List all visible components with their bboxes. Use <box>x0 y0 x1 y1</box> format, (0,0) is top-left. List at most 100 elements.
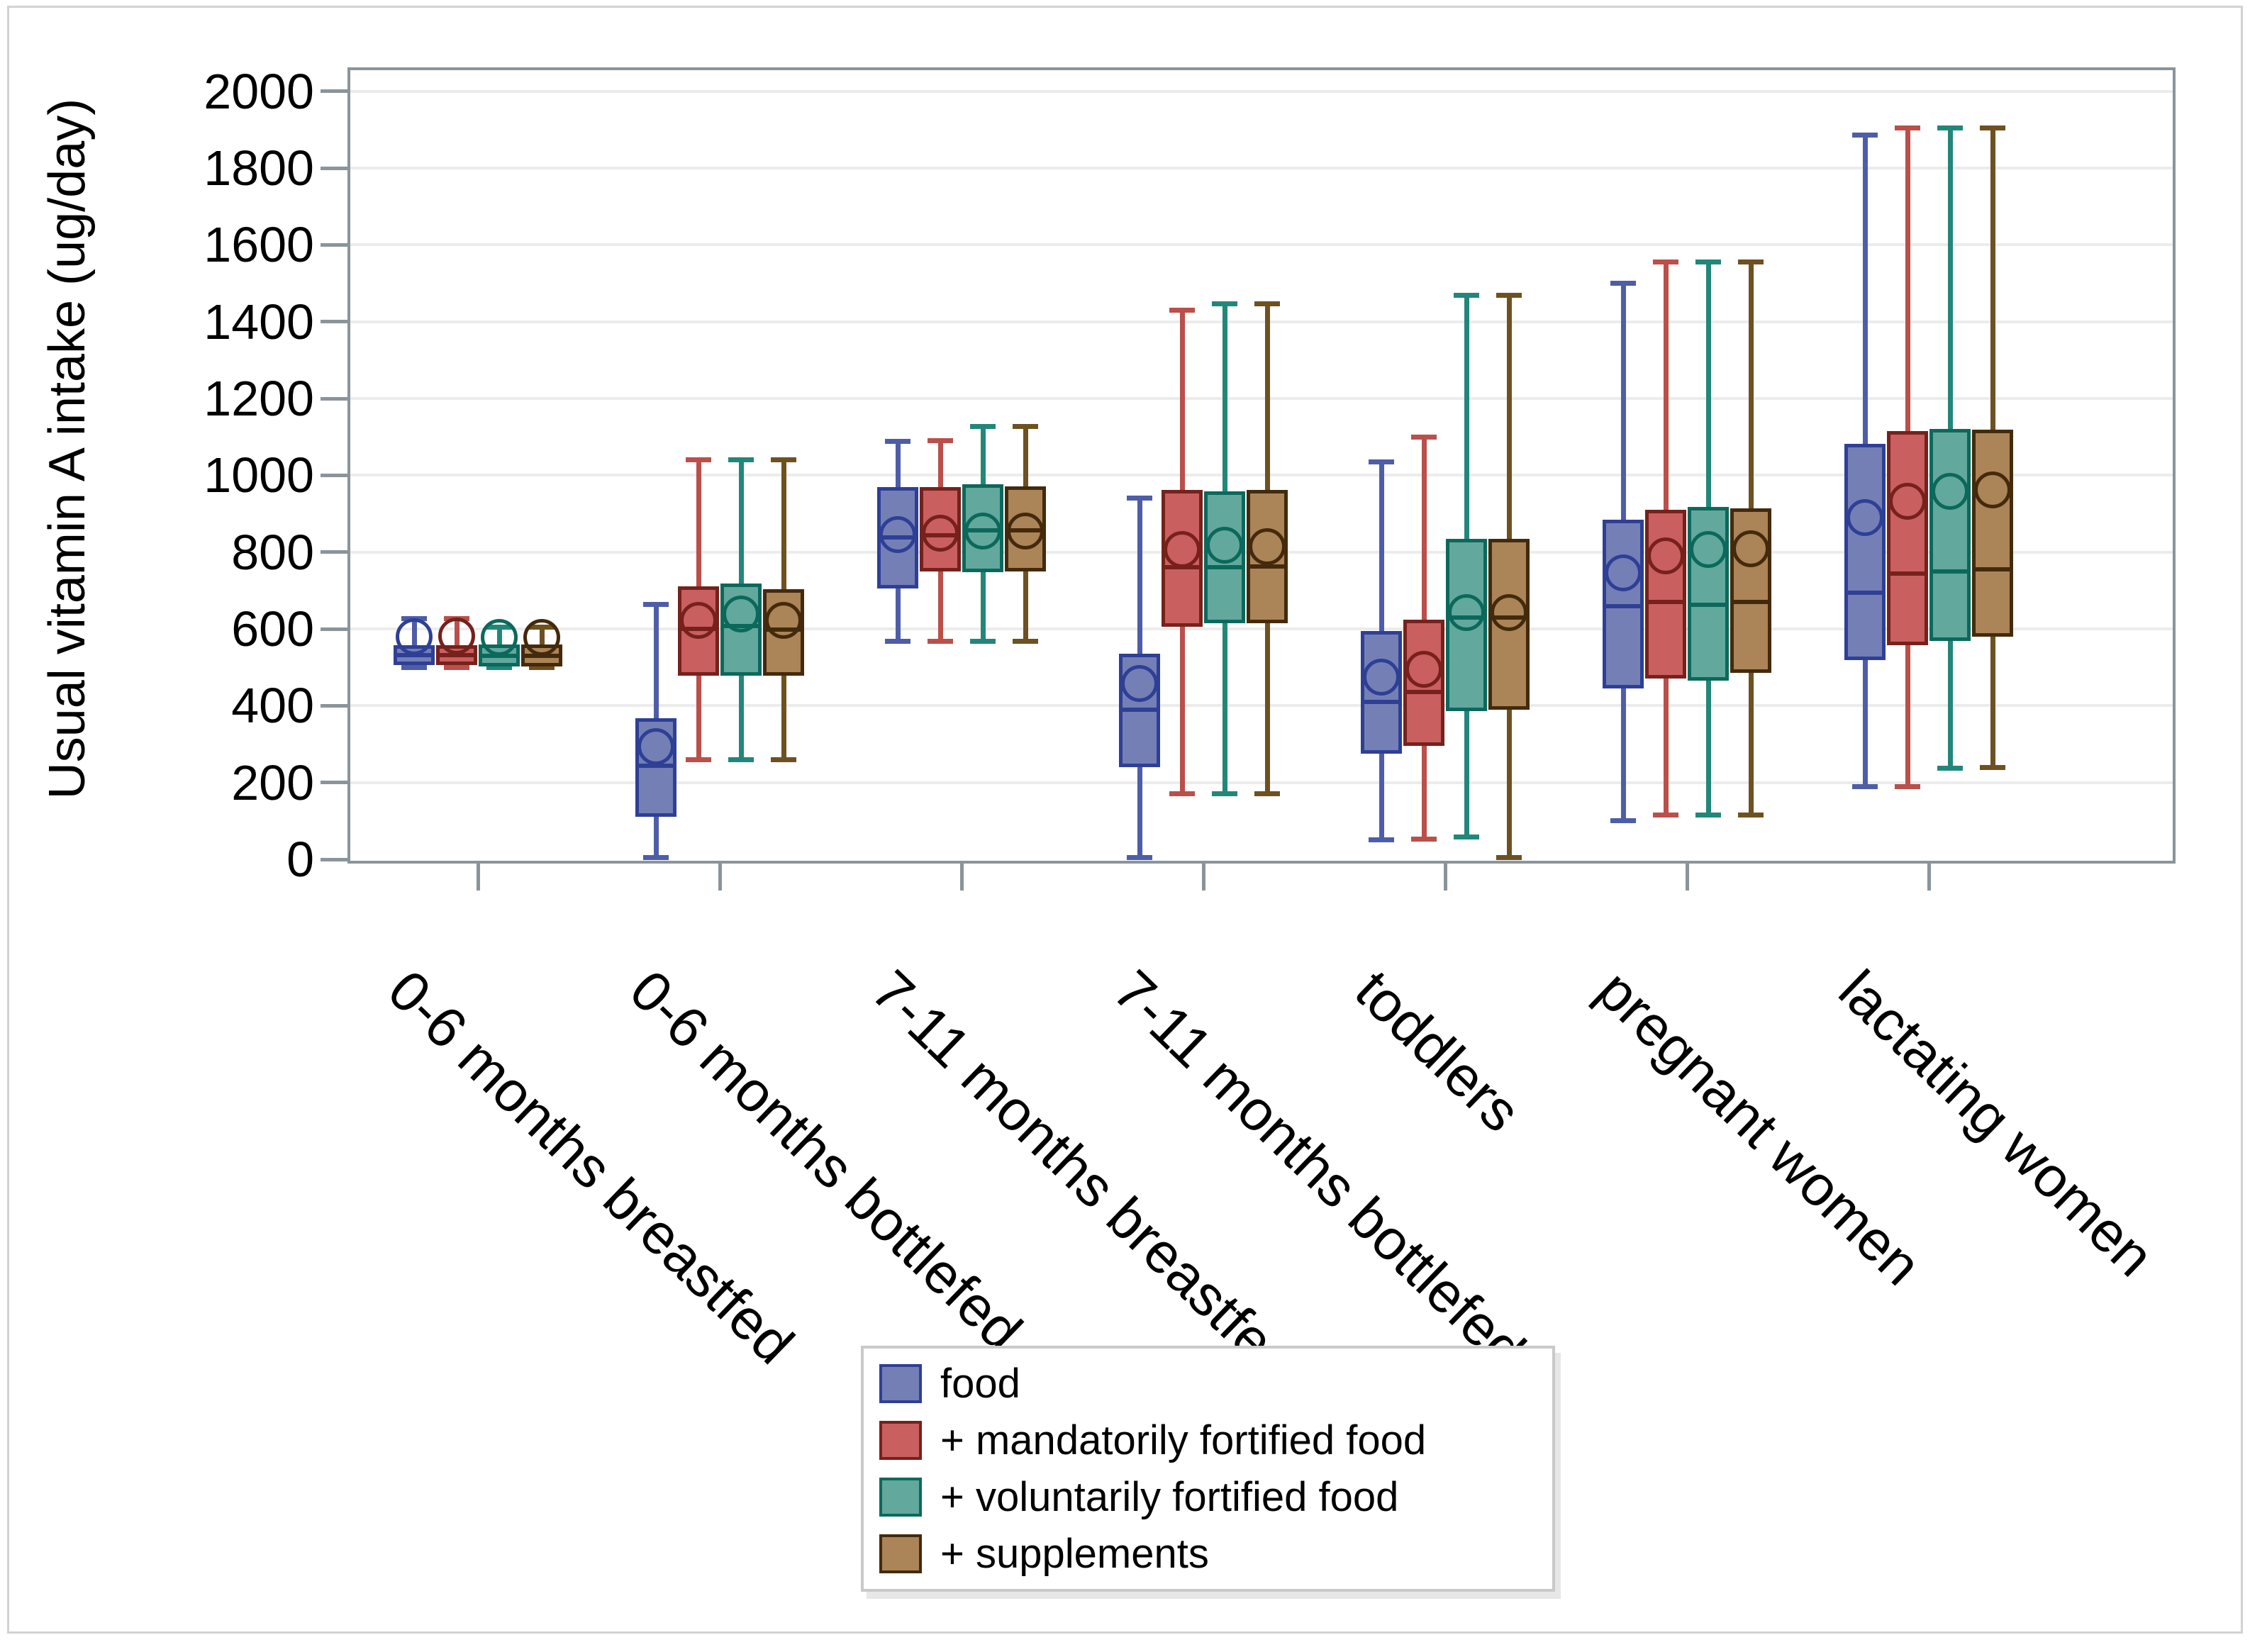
mean-marker <box>1491 594 1527 632</box>
mean-marker <box>438 617 475 654</box>
whisker-cap-max <box>928 438 953 444</box>
whisker-cap-min <box>1937 765 1963 771</box>
mean-marker <box>481 618 518 656</box>
whisker-cap-max <box>1653 259 1678 265</box>
x-tick-7 <box>1927 864 1931 891</box>
whisker-cap-min <box>728 757 754 762</box>
gridline-1600 <box>350 243 2173 247</box>
x-tick-4 <box>1201 864 1205 891</box>
gridline-400 <box>350 704 2173 708</box>
mean-marker <box>680 602 717 640</box>
whisker-cap-max <box>1610 281 1636 286</box>
median-line <box>1406 690 1442 695</box>
x-tick-5 <box>1443 864 1447 891</box>
whisker-cap-max <box>686 457 711 463</box>
y-tick-label-200: 200 <box>231 754 314 810</box>
whisker-cap-min <box>1127 854 1152 860</box>
x-category-label-5: toddlers <box>1343 958 1533 1144</box>
median-line <box>396 652 432 657</box>
mean-marker <box>1974 471 2011 508</box>
mean-marker <box>1647 537 1684 575</box>
x-tick-1 <box>476 864 480 891</box>
whisker-cap-min <box>1013 638 1038 644</box>
y-tick-1000 <box>321 473 347 477</box>
whisker-cap-max <box>643 602 669 608</box>
mean-marker <box>922 515 959 552</box>
whisker-cap-min <box>928 638 953 644</box>
mean-marker <box>1732 530 1769 567</box>
mean-marker <box>396 618 433 655</box>
iqr-box <box>1403 620 1444 747</box>
gridline-2000 <box>350 89 2173 93</box>
whisker-cap-min <box>1610 818 1636 824</box>
median-line <box>1847 591 1883 596</box>
y-tick-1600 <box>321 242 347 247</box>
whisker-cap-max <box>970 423 996 429</box>
y-tick-label-800: 800 <box>231 524 314 580</box>
y-tick-label-600: 600 <box>231 601 314 657</box>
x-category-label-4: 7-11 months bottlefed <box>1101 958 1537 1382</box>
whisker-cap-max <box>1013 423 1038 429</box>
mean-marker <box>1448 594 1485 632</box>
whisker-cap-max <box>1496 293 1522 298</box>
median-line <box>1691 602 1726 607</box>
iqr-box <box>1645 510 1686 679</box>
mean-marker <box>765 602 802 640</box>
mean-marker <box>1405 650 1442 688</box>
x-tick-2 <box>718 864 722 891</box>
whisker-cap-max <box>1411 434 1437 440</box>
x-category-label-2: 0-6 months bottlefed <box>618 958 1035 1363</box>
whisker-cap-min <box>1254 791 1280 797</box>
iqr-box <box>1972 429 2013 637</box>
y-tick-1200 <box>321 396 347 401</box>
whisker-cap-min <box>885 638 910 644</box>
median-line <box>1932 569 1968 574</box>
median-line <box>1605 603 1641 608</box>
legend-row-supplements: + supplements <box>879 1530 1552 1578</box>
mean-marker <box>1932 473 1968 510</box>
whisker-cap-min <box>1212 791 1237 797</box>
median-line <box>524 653 559 658</box>
mean-marker <box>637 728 674 766</box>
mean-marker <box>1847 498 1883 536</box>
median-line <box>439 652 474 657</box>
whisker-cap-min <box>1695 813 1721 818</box>
y-tick-label-1600: 1600 <box>204 217 314 273</box>
whisker-cap-max <box>771 457 796 463</box>
median-line <box>1122 707 1157 712</box>
y-tick-800 <box>321 550 347 554</box>
whisker-cap-min <box>1411 837 1437 842</box>
whisker-cap-min <box>1169 791 1195 797</box>
whisker-cap-max <box>1454 293 1479 298</box>
y-tick-600 <box>321 627 347 631</box>
gridline-1000 <box>350 474 2173 477</box>
legend-swatch-supplements <box>879 1534 922 1573</box>
x-category-label-3: 7-11 months breastfed <box>859 958 1310 1395</box>
whisker-cap-min <box>529 664 555 670</box>
whisker-cap-min <box>1980 764 2005 770</box>
whisker-cap-max <box>1937 125 1963 130</box>
whisker-cap-min <box>444 664 469 670</box>
legend-row-mandatorily-fortified: + mandatorily fortified food <box>879 1417 1552 1464</box>
mean-marker <box>1121 664 1158 702</box>
y-tick-200 <box>321 781 347 785</box>
y-tick-label-1200: 1200 <box>204 371 314 427</box>
whisker-cap-min <box>970 638 996 644</box>
mean-marker <box>879 515 916 553</box>
iqr-box <box>1929 428 1971 641</box>
gridline-1200 <box>350 397 2173 401</box>
mean-marker <box>523 618 560 656</box>
whisker-cap-min <box>1738 813 1764 818</box>
whisker-cap-max <box>1895 125 1920 130</box>
mean-marker <box>1889 482 1926 520</box>
iqr-box <box>1887 431 1928 645</box>
legend-row-food: food <box>879 1360 1552 1407</box>
y-tick-2000 <box>321 89 347 94</box>
legend-label-food: food <box>940 1361 1020 1407</box>
gridline-600 <box>350 627 2173 630</box>
whisker-cap-max <box>1254 301 1280 307</box>
legend-row-voluntarily-fortified: + voluntarily fortified food <box>879 1473 1552 1521</box>
y-tick-0 <box>321 857 347 861</box>
whisker-cap-max <box>1695 259 1721 265</box>
whisker-cap-min <box>771 757 796 762</box>
